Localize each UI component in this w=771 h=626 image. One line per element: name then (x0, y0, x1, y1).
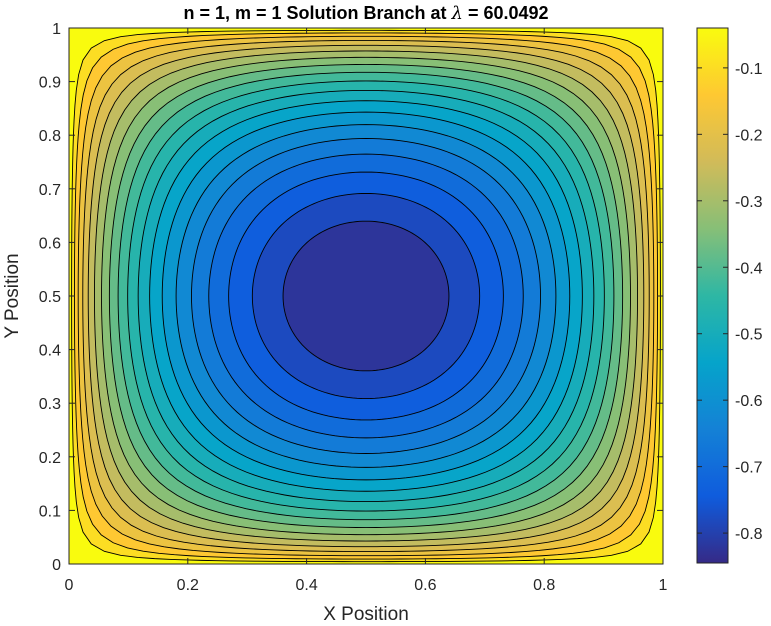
y-tick-label: 0.1 (39, 503, 61, 520)
x-tick-label: 0.2 (177, 577, 199, 594)
x-tick-label: 0 (65, 577, 74, 594)
y-axis: 0 0.1 0.2 0.3 0.4 0.5 0.6 0.7 0.8 0.9 1 (39, 21, 663, 574)
contour-fills (71, 30, 661, 562)
y-tick-label: 0.8 (39, 128, 61, 145)
contour-line (101, 56, 631, 536)
contour-line (93, 50, 639, 542)
colorbar-gradient (697, 28, 728, 563)
colorbar-tick-label: -0.4 (735, 260, 763, 277)
chart-title: n = 1, m = 1 Solution Branch at λ = 60.0… (183, 3, 548, 24)
y-axis-label: Y Position (2, 253, 23, 338)
y-tick-label: 0.4 (39, 343, 61, 360)
contour-line (191, 138, 541, 454)
contour-line (149, 100, 583, 492)
colorbar-tick-label: -0.2 (735, 127, 763, 144)
colorbar-tick-label: -0.5 (735, 327, 763, 344)
y-tick-label: 0.9 (39, 75, 61, 92)
x-tick-label: 0.4 (295, 577, 317, 594)
contour-line (82, 39, 650, 553)
chart-title-suffix: = 60.0492 (463, 3, 549, 23)
y-tick-label: 0.3 (39, 396, 61, 413)
contour-line (161, 111, 571, 481)
colorbar-tick-label: -0.3 (735, 194, 763, 211)
y-tick-label: 0 (52, 557, 61, 574)
x-axis-label: X Position (323, 604, 409, 625)
contour-line (208, 153, 524, 439)
contour-line (282, 220, 450, 372)
plot-area (68, 27, 664, 565)
x-tick-label: 0.6 (414, 577, 436, 594)
y-tick-label: 1 (52, 21, 61, 38)
chart-title-prefix: n = 1, m = 1 Solution Branch at (183, 3, 451, 23)
contour-line (175, 124, 557, 468)
contour-line (108, 63, 624, 529)
contour-line (127, 80, 605, 512)
contour-line (137, 89, 595, 503)
y-tick-label: 0.5 (39, 289, 61, 306)
y-tick-label: 0.6 (39, 235, 61, 252)
colorbar-tick-label: -0.7 (735, 460, 763, 477)
contour-line (117, 71, 615, 521)
chart-title-lambda: λ (451, 3, 463, 24)
contour-line (77, 35, 655, 557)
contour-line (87, 44, 645, 548)
colorbar-frame (696, 27, 729, 564)
y-tick-label: 0.2 (39, 450, 61, 467)
colorbar-tick-label: -0.1 (735, 61, 763, 78)
contour-line (251, 192, 481, 400)
x-tick-label: 0.8 (533, 577, 555, 594)
colorbar-ticks: -0.1 -0.2 -0.3 -0.4 -0.5 -0.6 -0.7 -0.8 (697, 61, 763, 543)
colorbar-tick-label: -0.8 (735, 526, 763, 543)
colorbar-tick-label: -0.6 (735, 393, 763, 410)
x-axis: 0 0.2 0.4 0.6 0.8 1 (65, 28, 668, 594)
colorbar: -0.1 -0.2 -0.3 -0.4 -0.5 -0.6 -0.7 -0.8 (696, 27, 763, 564)
x-tick-label: 1 (659, 577, 668, 594)
contour-band (283, 221, 449, 371)
contour-line (228, 171, 504, 421)
y-tick-label: 0.7 (39, 182, 61, 199)
